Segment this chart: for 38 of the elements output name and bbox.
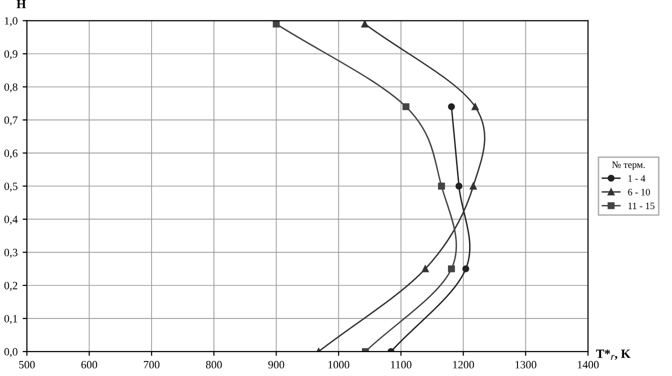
legend-label: 1 - 4 xyxy=(628,175,646,182)
y-tick-label: 0,7 xyxy=(4,116,18,126)
legend-label: 6 - 10 xyxy=(628,188,650,196)
point xyxy=(448,265,455,272)
y-tick-label: 0,4 xyxy=(4,216,18,225)
point xyxy=(455,182,462,190)
y-tick-label: 0,9 xyxy=(4,50,18,60)
x-tick-label: 1400 xyxy=(578,360,599,368)
point xyxy=(402,103,410,110)
x-tick-label: 1100 xyxy=(391,360,412,368)
y-tick-label: 1,0 xyxy=(4,17,18,26)
point xyxy=(472,103,479,110)
x-tick-label: 1000 xyxy=(328,360,350,368)
y-tick-label: 0,8 xyxy=(4,83,18,92)
x-tick-label: 1200 xyxy=(453,360,474,368)
point xyxy=(272,20,280,28)
x-tick-label: 900 xyxy=(268,360,284,368)
y-tick-label: 0,1 xyxy=(4,314,18,324)
point xyxy=(470,182,477,190)
x-tick-label: 1300 xyxy=(516,360,536,368)
legend-label: 11 - 15 xyxy=(628,202,654,210)
point xyxy=(422,265,429,272)
y-tick-label: 0,6 xyxy=(4,150,18,159)
point xyxy=(462,265,470,272)
y-tick-label: 0,3 xyxy=(4,248,18,258)
y-tick-label: 0,5 xyxy=(4,182,18,192)
x-tick-label: 800 xyxy=(206,360,222,368)
x-tick-label: 700 xyxy=(144,360,160,368)
y-tick-label: 0,0 xyxy=(4,348,18,358)
x-tick-label: 600 xyxy=(81,360,98,368)
x-tick-label: 500 xyxy=(19,360,35,368)
point xyxy=(438,182,445,190)
x-axis-title: T*$_{r}$, K xyxy=(596,350,630,360)
point xyxy=(361,20,368,28)
y-axis-title: H xyxy=(16,0,26,8)
legend-title: № терм. xyxy=(612,161,645,170)
point xyxy=(448,103,455,110)
y-tick-label: 0,2 xyxy=(4,282,18,291)
